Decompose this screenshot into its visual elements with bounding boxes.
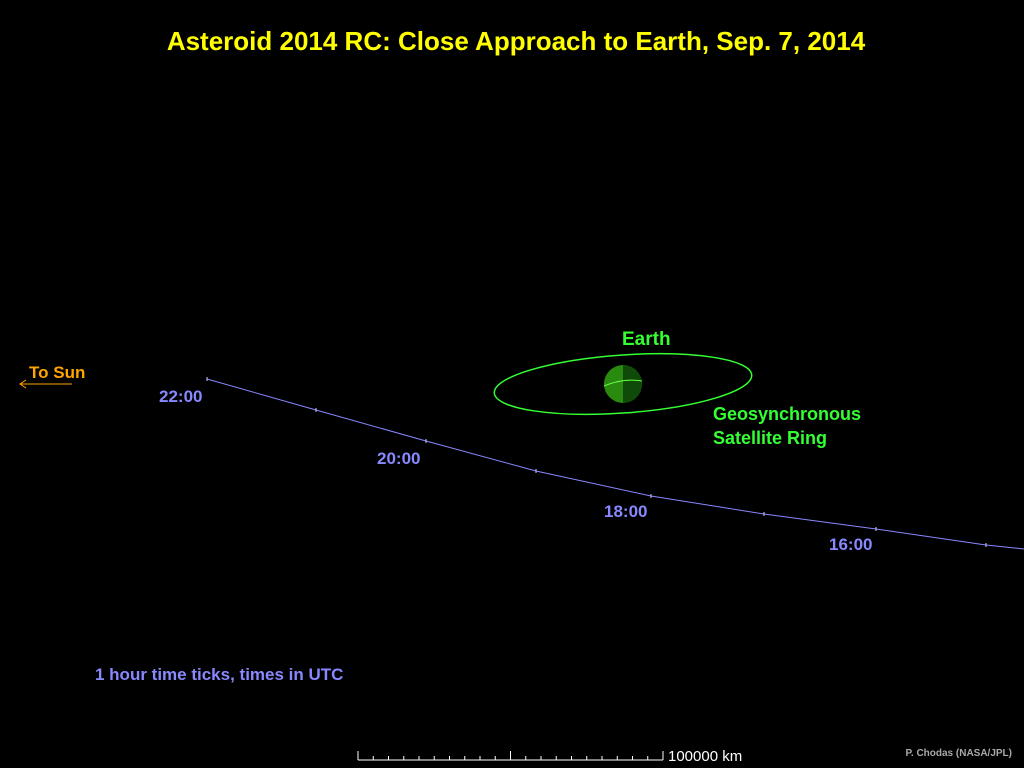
geo-ring-label-line1: Geosynchronous bbox=[713, 404, 861, 424]
asteroid-trajectory bbox=[206, 378, 1024, 550]
earth-night-side bbox=[623, 365, 642, 403]
time-label-16: 16:00 bbox=[829, 535, 872, 554]
time-ticks bbox=[206, 377, 987, 547]
scale-label: 100000 km bbox=[668, 748, 742, 765]
credit: P. Chodas (NASA/JPL) bbox=[906, 748, 1013, 759]
time-label-22: 22:00 bbox=[159, 387, 202, 406]
geosynchronous-ring bbox=[493, 352, 753, 416]
earth-equator bbox=[603, 379, 643, 387]
time-label-18: 18:00 bbox=[604, 502, 647, 521]
geo-ring-label-line2: Satellite Ring bbox=[713, 428, 827, 448]
sun-arrow-icon bbox=[19, 379, 72, 389]
diagram-title: Asteroid 2014 RC: Close Approach to Eart… bbox=[167, 26, 866, 56]
time-tick-note: 1 hour time ticks, times in UTC bbox=[95, 665, 343, 684]
time-label-20: 20:00 bbox=[377, 449, 420, 468]
earth-label: Earth bbox=[622, 329, 671, 350]
earth bbox=[603, 365, 643, 403]
sun-label: To Sun bbox=[29, 363, 85, 382]
scale-bar bbox=[357, 751, 664, 761]
